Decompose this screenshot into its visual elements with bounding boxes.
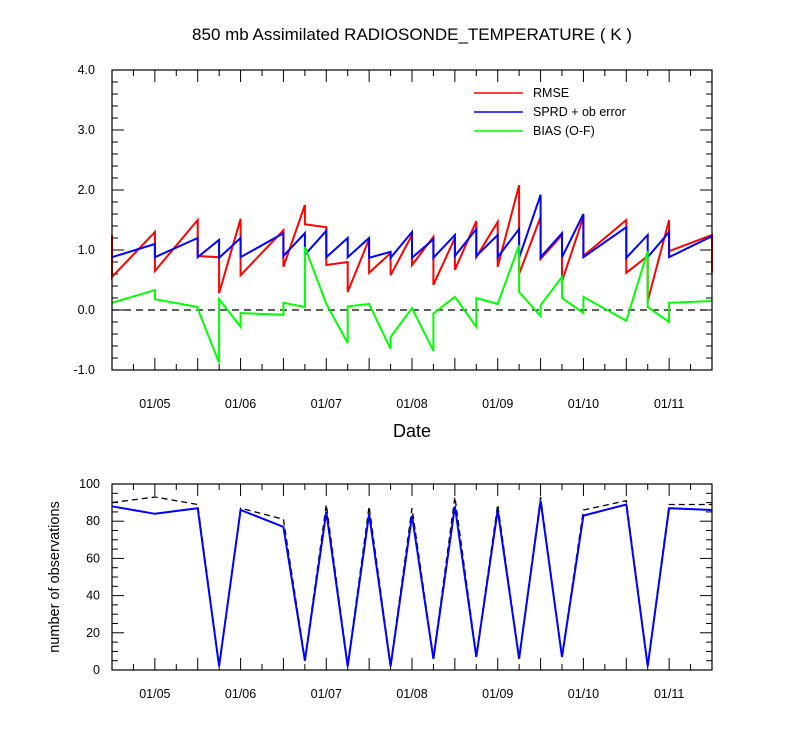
bottom-y-tick-labels: 0 20 40 60 80 100 xyxy=(79,477,100,677)
y-tick-label: 0 xyxy=(93,663,100,677)
y-tick-label: 60 xyxy=(86,551,100,565)
bottom-series-group xyxy=(111,496,713,667)
legend-label-spread: SPRD + ob error xyxy=(533,105,626,119)
y-tick-label: 2.0 xyxy=(78,183,95,197)
x-tick-label: 01/08 xyxy=(396,397,427,411)
bottom-plot-frame xyxy=(111,483,713,671)
y-tick-label: 4.0 xyxy=(78,63,95,77)
top-plot-frame xyxy=(111,69,713,371)
series-line-sprd-ob-error xyxy=(111,194,713,261)
x-tick-label: 01/05 xyxy=(139,687,170,701)
y-tick-label: -1.0 xyxy=(73,363,95,377)
bottom-y-axis-title: number of observations xyxy=(47,501,63,653)
y-tick-label: 3.0 xyxy=(78,123,95,137)
x-tick-label: 01/06 xyxy=(225,397,256,411)
x-tick-label: 01/10 xyxy=(568,397,599,411)
top-panel: 850 mb Assimilated RADIOSONDE_TEMPERATUR… xyxy=(73,25,713,441)
y-tick-label: 40 xyxy=(86,589,100,603)
bottom-axis-ticks xyxy=(111,483,713,671)
y-tick-label: 80 xyxy=(86,514,100,528)
legend: RMSE SPRD + ob error BIAS (O-F) xyxy=(474,86,626,138)
top-series-group xyxy=(111,184,713,364)
x-axis-title: Date xyxy=(393,421,431,441)
x-tick-label: 01/10 xyxy=(568,687,599,701)
x-tick-label: 01/07 xyxy=(311,397,342,411)
x-tick-label: 01/06 xyxy=(225,687,256,701)
top-y-tick-labels: -1.0 0.0 1.0 2.0 3.0 4.0 xyxy=(73,63,95,377)
y-tick-label: 1.0 xyxy=(78,243,95,257)
series-line-observations-used xyxy=(111,500,713,667)
chart-title: 850 mb Assimilated RADIOSONDE_TEMPERATUR… xyxy=(192,25,632,44)
x-tick-label: 01/09 xyxy=(482,397,513,411)
bottom-x-tick-labels: 01/05 01/06 01/07 01/08 01/09 01/10 01/11 xyxy=(139,687,684,701)
series-line-bias-o-f xyxy=(111,244,713,364)
x-tick-label: 01/07 xyxy=(311,687,342,701)
top-x-tick-labels: 01/05 01/06 01/07 01/08 01/09 01/10 01/11 xyxy=(139,397,684,411)
y-tick-label: 20 xyxy=(86,626,100,640)
y-tick-label: 0.0 xyxy=(78,303,95,317)
series-line-rmse xyxy=(111,184,713,302)
x-tick-label: 01/08 xyxy=(396,687,427,701)
legend-label-rmse: RMSE xyxy=(533,86,569,100)
y-tick-label: 100 xyxy=(79,477,100,491)
x-tick-label: 01/09 xyxy=(482,687,513,701)
legend-label-bias: BIAS (O-F) xyxy=(533,124,595,138)
x-tick-label: 01/11 xyxy=(654,397,684,411)
x-tick-label: 01/05 xyxy=(139,397,170,411)
x-tick-label: 01/11 xyxy=(654,687,684,701)
